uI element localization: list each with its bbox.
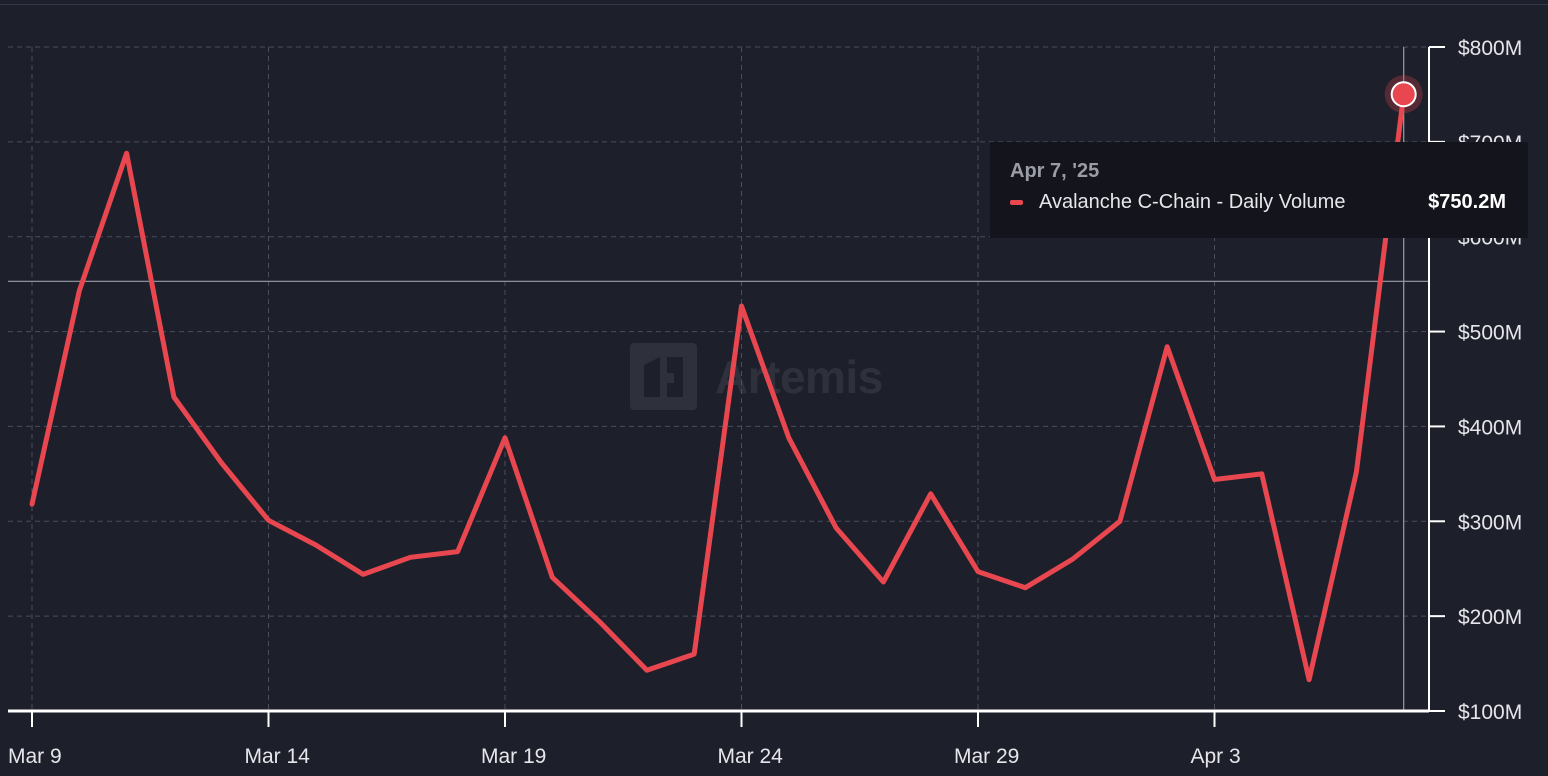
y-tick-label: $800M [1458, 37, 1522, 60]
artemis-logo-icon [630, 343, 697, 410]
tooltip-series-label: Avalanche C-Chain - Daily Volume [1039, 191, 1346, 213]
y-tick-label: $100M [1458, 701, 1522, 724]
data-point [1213, 478, 1217, 482]
data-point [598, 620, 602, 624]
tooltip: Apr 7, '25 Avalanche C-Chain - Daily Vol… [990, 142, 1528, 238]
data-point [1165, 345, 1169, 349]
x-tick-label: Mar 14 [245, 745, 311, 768]
series-line [29, 91, 1407, 683]
series-swatch-icon [1010, 200, 1023, 205]
highlight-point [1390, 81, 1417, 108]
x-tick-label: Mar 29 [954, 745, 1019, 768]
y-tick-label: $300M [1458, 511, 1522, 534]
markers [1384, 75, 1423, 114]
series-layer [29, 91, 1407, 683]
tooltip-row: Avalanche C-Chain - Daily Volume $750.2M [1010, 191, 1506, 214]
y-tick-label: $200M [1458, 606, 1522, 629]
data-point [1023, 586, 1027, 590]
data-point [645, 668, 649, 672]
data-point [787, 436, 791, 440]
data-point [692, 652, 696, 656]
data-point [77, 289, 81, 293]
data-point [456, 550, 460, 554]
x-tick-label: Mar 9 [8, 745, 62, 768]
data-point [929, 492, 933, 496]
watermark-text: Artemis [715, 350, 883, 403]
data-point [503, 436, 507, 440]
data-point [267, 518, 271, 522]
data-point [740, 304, 744, 308]
x-tick-label: Mar 19 [481, 745, 546, 768]
data-point [1071, 557, 1075, 561]
watermark: Artemis [630, 343, 883, 410]
data-point [1307, 678, 1311, 682]
y-tick-label: $500M [1458, 322, 1522, 345]
tooltip-value: $750.2M [1428, 191, 1506, 213]
data-point [1260, 472, 1264, 476]
tooltip-date: Apr 7, '25 [1010, 160, 1100, 182]
data-point [550, 575, 554, 579]
data-point [219, 460, 223, 464]
axes: $100M$200M$300M$400M$500M$600M$700M$800M… [8, 37, 1522, 768]
data-point [1354, 470, 1358, 474]
data-point [361, 572, 365, 576]
data-point [1118, 519, 1122, 523]
top-divider [0, 4, 1548, 5]
x-tick-label: Mar 24 [718, 745, 784, 768]
data-point [881, 580, 885, 584]
data-point [30, 502, 34, 506]
data-point [314, 543, 318, 547]
data-point [125, 151, 129, 155]
data-point [408, 555, 412, 559]
x-tick-label: Apr 3 [1191, 745, 1241, 768]
data-point [172, 395, 176, 399]
data-point [834, 526, 838, 530]
y-tick-label: $400M [1458, 416, 1522, 439]
data-point [976, 570, 980, 574]
